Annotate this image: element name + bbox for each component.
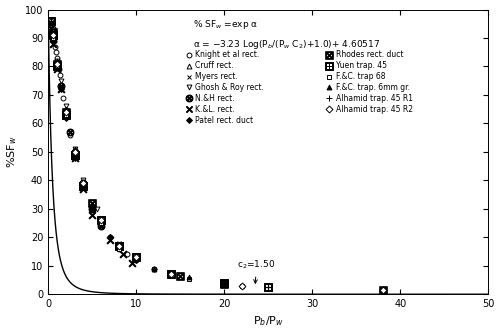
- X-axis label: P$_b$/P$_w$: P$_b$/P$_w$: [252, 315, 284, 328]
- Legend: Rhodes rect. duct, Yuen trap. 45, F.&C. trap 68, F.&C. trap. 6mm gr., Alhamid tr: Rhodes rect. duct, Yuen trap. 45, F.&C. …: [325, 50, 414, 114]
- Text: α = −3.23 Log(P$_b$/(P$_w$ C$_2$)+1.0)+ 4.60517: α = −3.23 Log(P$_b$/(P$_w$ C$_2$)+1.0)+ …: [194, 38, 380, 51]
- Text: % SF$_w$ =exp α: % SF$_w$ =exp α: [194, 18, 258, 31]
- Y-axis label: %SF$_w$: %SF$_w$: [6, 136, 20, 168]
- Text: c$_2$=1.50: c$_2$=1.50: [238, 259, 276, 283]
